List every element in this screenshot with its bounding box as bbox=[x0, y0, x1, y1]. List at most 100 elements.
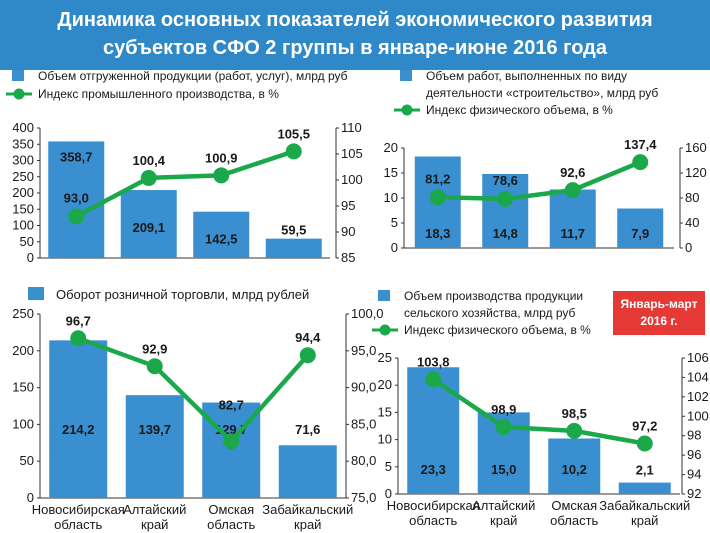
index-value-label: 93,0 bbox=[64, 190, 89, 205]
left-tick-label: 5 bbox=[385, 459, 392, 474]
category-label: Омская bbox=[208, 502, 254, 517]
index-value-label: 82,7 bbox=[219, 397, 244, 412]
legend-text: Индекс физического объема, в % bbox=[426, 103, 613, 117]
left-tick-label: 350 bbox=[12, 136, 34, 151]
left-tick-label: 10 bbox=[384, 190, 398, 205]
bar bbox=[48, 141, 105, 258]
legend-line-marker bbox=[13, 88, 25, 100]
legend-bar-swatch bbox=[28, 287, 44, 300]
bar bbox=[278, 445, 337, 498]
index-value-label: 98,9 bbox=[491, 402, 516, 417]
left-tick-label: 0 bbox=[27, 250, 34, 265]
page-title-line-1: Динамика основных показателей экономичес… bbox=[57, 9, 653, 31]
index-value-label: 105,5 bbox=[277, 126, 310, 141]
left-tick-label: 0 bbox=[385, 486, 392, 501]
index-point bbox=[285, 143, 302, 160]
index-value-label: 94,4 bbox=[295, 330, 321, 345]
index-point bbox=[146, 358, 163, 375]
left-tick-label: 50 bbox=[20, 453, 34, 468]
index-point bbox=[564, 182, 581, 199]
category-label: Омская bbox=[551, 498, 597, 513]
right-tick-label: 95,0 bbox=[351, 343, 376, 358]
right-tick-label: 106 bbox=[687, 350, 709, 365]
left-tick-label: 400 bbox=[12, 120, 34, 135]
category-label: область bbox=[409, 513, 457, 528]
left-tick-label: 200 bbox=[12, 343, 34, 358]
bar-value-label: 214,2 bbox=[62, 422, 95, 437]
category-label: край bbox=[141, 517, 168, 532]
left-tick-label: 15 bbox=[378, 404, 392, 419]
index-line bbox=[431, 377, 646, 446]
right-tick-label: 160 bbox=[685, 140, 707, 155]
bar-value-label: 209,1 bbox=[132, 220, 165, 235]
left-tick-label: 10 bbox=[378, 432, 392, 447]
category-label: Новосибирская bbox=[387, 498, 480, 513]
left-tick-label: 250 bbox=[12, 169, 34, 184]
right-tick-label: 92 bbox=[687, 486, 701, 501]
category-label: область bbox=[54, 517, 102, 532]
right-tick-label: 80 bbox=[685, 190, 699, 205]
bar-value-label: 10,2 bbox=[562, 462, 587, 477]
index-line bbox=[77, 336, 310, 444]
right-tick-label: 100 bbox=[341, 172, 363, 187]
bar-value-label: 2,1 bbox=[636, 463, 654, 478]
index-value-label: 78,6 bbox=[493, 173, 518, 188]
left-tick-label: 25 bbox=[378, 350, 392, 365]
legend-text: сельского хозяйства, млрд руб bbox=[404, 306, 576, 320]
legend-text: Объем работ, выполненных по виду bbox=[426, 69, 627, 83]
right-tick-label: 110 bbox=[341, 120, 362, 135]
bar bbox=[265, 238, 322, 258]
category-label: область bbox=[207, 517, 255, 532]
index-point bbox=[632, 154, 649, 171]
period-badge: Январь-март 2016 г. bbox=[613, 291, 705, 335]
index-value-label: 100,4 bbox=[132, 153, 165, 168]
right-tick-label: 90,0 bbox=[351, 380, 376, 395]
bar-value-label: 11,7 bbox=[560, 226, 585, 241]
index-line bbox=[437, 160, 642, 202]
index-value-label: 100,9 bbox=[205, 150, 238, 165]
left-tick-label: 100 bbox=[12, 218, 34, 233]
right-tick-label: 90 bbox=[341, 224, 355, 239]
left-tick-label: 0 bbox=[27, 490, 34, 505]
header-banner: Динамика основных показателей экономичес… bbox=[0, 0, 710, 70]
legend-text: Индекс физического объема, в % bbox=[404, 323, 591, 337]
index-point bbox=[140, 169, 157, 186]
category-label: Забайкальский bbox=[262, 502, 353, 517]
index-point bbox=[299, 347, 316, 364]
category-label: Алтайский bbox=[123, 502, 186, 517]
right-tick-label: 120 bbox=[685, 165, 707, 180]
bar-value-label: 71,6 bbox=[295, 422, 320, 437]
right-tick-label: 100 bbox=[687, 408, 709, 423]
bar-value-label: 14,8 bbox=[493, 226, 518, 241]
legend-line-marker bbox=[401, 104, 413, 116]
left-tick-label: 100 bbox=[12, 416, 34, 431]
right-tick-label: 0 bbox=[685, 240, 692, 255]
legend-text: Объем отгруженной продукции (работ, услу… bbox=[38, 69, 348, 83]
bar-value-label: 59,5 bbox=[281, 223, 306, 238]
right-tick-label: 98 bbox=[687, 428, 701, 443]
category-label: край bbox=[490, 513, 517, 528]
left-tick-label: 150 bbox=[12, 380, 34, 395]
index-value-label: 92,6 bbox=[560, 165, 585, 180]
index-point bbox=[497, 190, 514, 207]
index-value-label: 92,9 bbox=[142, 341, 167, 356]
index-value-label: 96,7 bbox=[66, 313, 91, 328]
index-point bbox=[425, 371, 442, 388]
index-point bbox=[68, 208, 85, 225]
category-label: край bbox=[631, 513, 658, 528]
bar bbox=[617, 208, 664, 248]
bar-value-label: 23,3 bbox=[421, 462, 446, 477]
index-point bbox=[70, 330, 87, 347]
legend-bar-swatch bbox=[378, 290, 390, 301]
right-tick-label: 94 bbox=[687, 467, 701, 482]
left-tick-label: 0 bbox=[391, 240, 398, 255]
bar bbox=[549, 189, 596, 248]
bar-value-label: 18,3 bbox=[425, 226, 450, 241]
right-tick-label: 75,0 bbox=[351, 490, 376, 505]
bar bbox=[125, 395, 184, 498]
bar bbox=[548, 438, 601, 494]
right-tick-label: 104 bbox=[687, 369, 709, 384]
category-label: край bbox=[294, 517, 321, 532]
